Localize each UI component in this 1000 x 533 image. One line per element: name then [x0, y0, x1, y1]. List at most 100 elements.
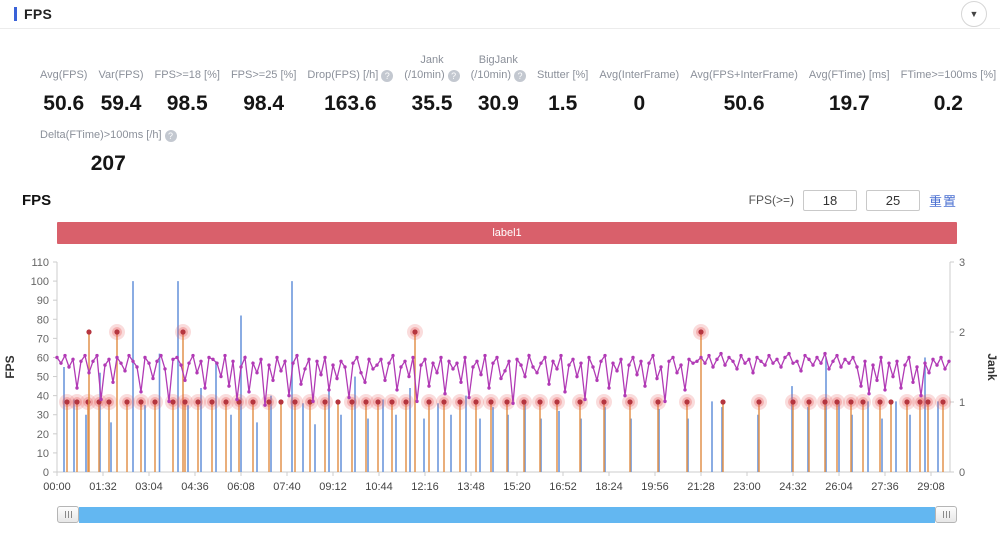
- stat-label-text: FPS>=25 [%]: [230, 68, 297, 81]
- svg-text:0: 0: [959, 467, 965, 479]
- svg-text:26:04: 26:04: [825, 481, 853, 493]
- fps-threshold-label: FPS(>=): [748, 193, 794, 208]
- svg-text:13:48: 13:48: [457, 481, 485, 493]
- stat-label-text: FPS>=18 [%]: [154, 68, 220, 81]
- stat-item: Jank (/10min)? 35.5: [404, 53, 460, 116]
- stat-label: Avg(InterFrame): [599, 68, 679, 83]
- stat-label-text: Var(FPS): [98, 68, 144, 81]
- stat-item: Avg(InterFrame) 0: [599, 68, 679, 116]
- svg-text:100: 100: [31, 276, 49, 288]
- svg-text:21:28: 21:28: [687, 481, 715, 493]
- svg-text:1: 1: [959, 397, 965, 409]
- collapse-button[interactable]: ▼: [961, 1, 987, 27]
- chart-header: FPS FPS(>=) 重置: [0, 189, 1000, 211]
- stat-value: 207: [90, 151, 126, 175]
- scrollbar-right-handle[interactable]: [935, 506, 957, 524]
- stat-value: 98.5: [166, 91, 208, 115]
- banner-text: label1: [492, 226, 522, 239]
- stat-label: Avg(FPS): [40, 68, 87, 83]
- scrollbar-left-handle[interactable]: [57, 506, 79, 524]
- svg-text:Jank: Jank: [985, 353, 999, 381]
- svg-text:90: 90: [37, 295, 49, 307]
- svg-text:24:32: 24:32: [779, 481, 807, 493]
- stat-value: 0.2: [933, 91, 963, 115]
- chart-canvas[interactable]: 0 10 20 30 40 50 60 70 80 90 100 110 0 1 2 3 00:00 01:32 0…: [0, 250, 1000, 500]
- stat-item: Avg(FPS) 50.6: [40, 68, 87, 116]
- stat-value: 30.9: [477, 91, 519, 115]
- stat-label: Drop(FPS) [/h]?: [307, 68, 394, 83]
- svg-text:00:00: 00:00: [43, 481, 71, 493]
- svg-text:70: 70: [37, 333, 49, 345]
- stat-label: (/10min)?: [404, 68, 460, 83]
- svg-text:09:12: 09:12: [319, 481, 347, 493]
- stat-item: Var(FPS) 59.4: [98, 68, 143, 116]
- svg-text:10: 10: [37, 447, 49, 459]
- svg-text:3: 3: [959, 257, 965, 269]
- fps-threshold-max-input[interactable]: [865, 189, 920, 211]
- section-header: FPS ▼: [0, 0, 1000, 29]
- svg-text:18:24: 18:24: [595, 481, 623, 493]
- svg-text:FPS: FPS: [3, 355, 17, 378]
- svg-text:15:20: 15:20: [503, 481, 531, 493]
- stat-label-text: FTime>=100ms [%]: [900, 68, 997, 81]
- chart-banner-label1: label1: [57, 221, 957, 244]
- stats-row-1: Avg(FPS) 50.6 Var(FPS) 59.4 FPS>=18 [%] …: [40, 53, 1000, 116]
- stat-item: Avg(FPS+InterFrame) 50.6: [690, 68, 798, 116]
- svg-text:30: 30: [37, 409, 49, 421]
- reset-link[interactable]: 重置: [928, 193, 957, 209]
- stat-label-text: Avg(InterFrame): [599, 68, 680, 81]
- svg-text:29:08: 29:08: [917, 481, 945, 493]
- stat-item: Avg(FTime) [ms] 19.7: [809, 68, 890, 116]
- stat-label: Delta(FTime)>100ms [/h]?: [40, 128, 177, 143]
- svg-text:2: 2: [959, 327, 965, 339]
- page-title: FPS: [24, 6, 53, 22]
- help-icon[interactable]: ?: [513, 69, 526, 82]
- stat-label-top: BigJank: [478, 54, 518, 66]
- svg-text:07:40: 07:40: [273, 481, 301, 493]
- stat-label: Var(FPS): [98, 68, 143, 83]
- svg-text:06:08: 06:08: [227, 481, 255, 493]
- svg-text:20: 20: [37, 428, 49, 440]
- help-icon[interactable]: ?: [447, 69, 460, 82]
- svg-text:23:00: 23:00: [733, 481, 761, 493]
- help-icon[interactable]: ?: [381, 69, 394, 82]
- stat-item: Delta(FTime)>100ms [/h]? 207: [40, 128, 177, 176]
- stats-row-2: Delta(FTime)>100ms [/h]? 207: [40, 128, 1000, 176]
- stat-label-text: Drop(FPS) [/h]: [307, 68, 379, 81]
- stat-item: Drop(FPS) [/h]? 163.6: [307, 68, 394, 116]
- stat-value: 19.7: [828, 91, 870, 115]
- stat-item: BigJank (/10min)? 30.9: [471, 53, 526, 116]
- stat-value: 163.6: [324, 91, 377, 115]
- accent-bar: [14, 7, 17, 21]
- stat-value: 50.6: [723, 91, 765, 115]
- stat-label: FPS>=18 [%]: [155, 68, 220, 83]
- stat-label: Avg(FPS+InterFrame): [690, 68, 798, 83]
- fps-jank-chart[interactable]: 0 10 20 30 40 50 60 70 80 90 100 110 0 1 2 3 00:00 01:32 0…: [0, 250, 1000, 505]
- help-icon[interactable]: ?: [164, 129, 177, 142]
- svg-text:16:52: 16:52: [549, 481, 577, 493]
- svg-text:27:36: 27:36: [871, 481, 899, 493]
- svg-text:110: 110: [31, 257, 49, 269]
- stat-value: 98.4: [243, 91, 285, 115]
- stat-value: 1.5: [548, 91, 578, 115]
- chart-range-scrollbar: [57, 506, 957, 524]
- svg-text:10:44: 10:44: [365, 481, 393, 493]
- stat-label-top: Jank: [420, 54, 444, 66]
- svg-text:0: 0: [43, 467, 49, 479]
- stat-value: 59.4: [100, 91, 142, 115]
- stat-item: FPS>=25 [%] 98.4: [231, 68, 296, 116]
- svg-text:50: 50: [37, 371, 49, 383]
- svg-text:01:32: 01:32: [89, 481, 117, 493]
- scrollbar-track[interactable]: [79, 506, 935, 523]
- svg-text:03:04: 03:04: [135, 481, 163, 493]
- stat-label-text: Stutter [%]: [536, 68, 589, 81]
- svg-text:40: 40: [37, 390, 49, 402]
- stat-value: 35.5: [411, 91, 453, 115]
- stat-label-text: (/10min): [404, 68, 445, 81]
- stat-label: Stutter [%]: [537, 68, 588, 83]
- stat-label: FTime>=100ms [%]: [901, 68, 997, 83]
- fps-threshold-min-input[interactable]: [802, 189, 857, 211]
- stat-label-text: (/10min): [470, 68, 511, 81]
- stat-label-text: Delta(FTime)>100ms [/h]: [40, 128, 162, 141]
- chevron-down-icon: ▼: [969, 9, 979, 19]
